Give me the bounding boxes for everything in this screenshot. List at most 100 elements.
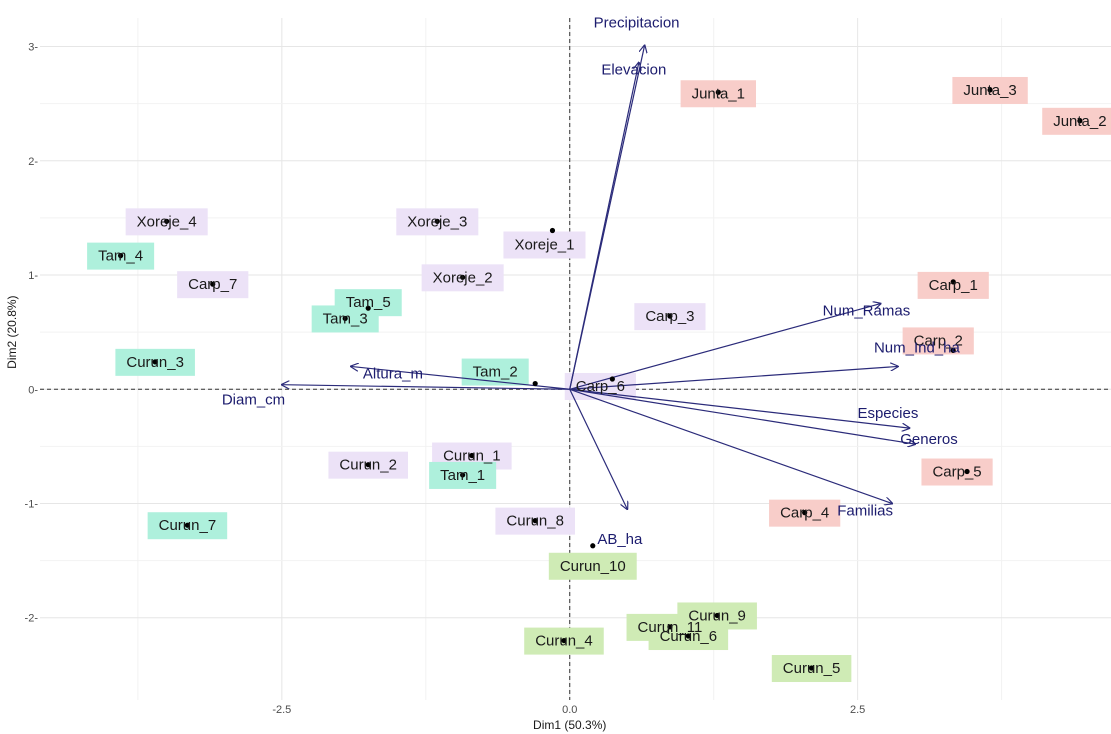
variable-arrow [282, 385, 570, 390]
data-point [667, 313, 673, 319]
point-label: Carp_2 [914, 332, 963, 349]
point-label: Tam_5 [346, 294, 391, 311]
point-label: Tam_2 [473, 364, 518, 381]
x-tick-label: -2.5 [272, 704, 291, 716]
data-point [469, 452, 475, 459]
x-axis-label: Dim1 (50.3%) [533, 718, 606, 732]
point-label: Xoreje_3 [407, 213, 467, 230]
point-label: Xoreje_1 [514, 236, 574, 253]
point-label-box [503, 231, 586, 259]
point-label: Carp_1 [929, 277, 978, 294]
data-point [950, 347, 956, 354]
reference-lines [40, 18, 1111, 700]
data-point [164, 218, 170, 224]
variable-label: Num_Ind_ha [874, 339, 961, 356]
data-point [152, 359, 158, 365]
y-tick-label: 2- [28, 156, 38, 168]
data-point [715, 89, 721, 95]
data-point [460, 472, 466, 478]
point-label: Carp_4 [780, 505, 829, 522]
data-point [950, 279, 956, 285]
point-label: Curun_7 [159, 517, 217, 534]
point-label: Xoreje_2 [433, 269, 493, 286]
variable-arrow [569, 388, 915, 444]
data-point [667, 624, 673, 630]
variable-label: Diam_cm [222, 392, 285, 409]
data-point [964, 468, 970, 475]
variable-label: Generos [900, 431, 958, 448]
data-point [365, 305, 371, 311]
grid-lines [40, 18, 1111, 700]
point-label: Curun_1 [443, 448, 501, 465]
data-point [561, 637, 567, 644]
point-label-box [1042, 107, 1111, 135]
variable-arrow [569, 366, 898, 390]
data-point [434, 218, 440, 224]
data-point [210, 281, 216, 287]
axis-ticks: -2.5 0.0 2.5 -2- -1- 0- 1- 2- 3- [25, 42, 866, 716]
variable-arrow [569, 388, 910, 428]
point-label: Curun_9 [688, 607, 746, 624]
point-label: Tam_1 [440, 467, 485, 484]
x-tick-label: 0.0 [562, 704, 577, 716]
point-label: Junta_2 [1053, 113, 1106, 130]
point-label-box [548, 552, 637, 580]
variable-label: Familias [837, 503, 893, 520]
data-point [532, 380, 538, 387]
variable-arrow [569, 63, 639, 390]
data-point [609, 376, 615, 382]
variable-arrow [569, 388, 892, 503]
point-label: Junta_3 [963, 82, 1016, 99]
data-point [714, 612, 720, 619]
point-label-box [902, 327, 974, 355]
point-label-box [917, 271, 989, 299]
data-point [808, 665, 815, 671]
data-point [460, 274, 466, 280]
point-label: Carp_3 [645, 308, 694, 325]
data-point [549, 227, 556, 234]
y-tick-label: -1- [25, 499, 39, 511]
point-label: Carp_6 [576, 378, 625, 395]
point-label: Curun_2 [339, 457, 397, 474]
variable-arrow [569, 389, 628, 509]
variable-label: Altura_m [363, 365, 423, 382]
point-label: Xoreje_4 [137, 213, 197, 230]
variable-arrow [351, 366, 570, 390]
x-tick-label: 2.5 [850, 704, 865, 716]
point-label: Curun_6 [660, 628, 718, 645]
point-label: Tam_3 [323, 310, 368, 327]
data-point [685, 633, 691, 639]
point-label: Tam_4 [98, 248, 143, 265]
data-point [365, 462, 371, 468]
data-points [118, 87, 1083, 671]
data-point [532, 518, 538, 524]
data-point [802, 510, 808, 516]
point-label: Carp_7 [188, 276, 237, 293]
point-labels: Junta_1 Junta_3 Junta_2 Carp_1 Carp_2 Carp_5 C… [98, 82, 1107, 677]
data-point [590, 543, 596, 549]
point-label-box [921, 458, 993, 486]
point-label: Carp_5 [932, 464, 981, 481]
variable-label: Num_Ramas [823, 303, 911, 320]
data-point [987, 87, 993, 93]
data-point [118, 253, 124, 259]
point-label: Curun_8 [506, 513, 564, 530]
data-point [184, 522, 191, 528]
y-tick-label: 1- [28, 270, 38, 282]
point-label: Curun_3 [126, 354, 184, 371]
variable-label: Precipitacion [594, 14, 680, 31]
y-axis-label: Dim2 (20.8%) [5, 295, 19, 368]
y-tick-label: 0- [28, 384, 38, 396]
data-point [1077, 118, 1083, 124]
point-label: Curun_10 [560, 558, 626, 575]
variable-labels: Precipitacion Elevacion Num_Ramas Num_Ind_h… [222, 14, 961, 548]
data-point [342, 315, 348, 322]
point-label: Curun_5 [783, 660, 841, 677]
variable-label: AB_ha [597, 531, 643, 548]
point-label: Curun_4 [535, 633, 593, 650]
variable-arrow [569, 304, 881, 390]
y-tick-label: 3- [28, 42, 38, 54]
point-label-boxes [87, 76, 1111, 683]
variable-label: Elevacion [601, 62, 666, 79]
